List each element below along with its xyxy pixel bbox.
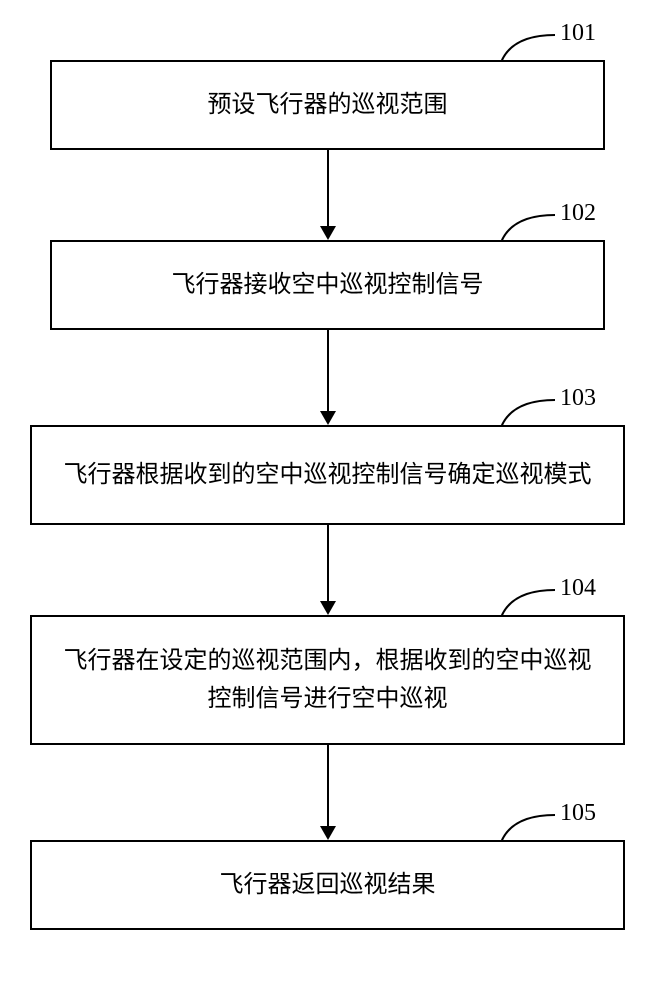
- step-box-102: 飞行器接收空中巡视控制信号: [50, 240, 605, 330]
- step-box-104: 飞行器在设定的巡视范围内，根据收到的空中巡视控制信号进行空中巡视: [30, 615, 625, 745]
- connector-3: [327, 525, 329, 601]
- arrow-4: [320, 826, 336, 840]
- arrow-1: [320, 226, 336, 240]
- connector-4: [327, 745, 329, 826]
- step-text-103: 飞行器根据收到的空中巡视控制信号确定巡视模式: [64, 456, 592, 494]
- step-label-102: 102: [560, 200, 596, 227]
- step-text-101: 预设飞行器的巡视范围: [208, 86, 448, 124]
- step-label-104: 104: [560, 575, 596, 602]
- arrow-3: [320, 601, 336, 615]
- connector-1: [327, 150, 329, 226]
- step-text-102: 飞行器接收空中巡视控制信号: [172, 266, 484, 304]
- step-text-105: 飞行器返回巡视结果: [220, 866, 436, 904]
- flowchart-container: 101 预设飞行器的巡视范围 102 飞行器接收空中巡视控制信号 103 飞行器…: [0, 0, 661, 1000]
- step-box-101: 预设飞行器的巡视范围: [50, 60, 605, 150]
- step-text-104: 飞行器在设定的巡视范围内，根据收到的空中巡视控制信号进行空中巡视: [52, 642, 603, 719]
- step-label-101: 101: [560, 20, 596, 47]
- arrow-2: [320, 411, 336, 425]
- step-box-103: 飞行器根据收到的空中巡视控制信号确定巡视模式: [30, 425, 625, 525]
- step-label-103: 103: [560, 385, 596, 412]
- step-label-105: 105: [560, 800, 596, 827]
- connector-2: [327, 330, 329, 411]
- step-box-105: 飞行器返回巡视结果: [30, 840, 625, 930]
